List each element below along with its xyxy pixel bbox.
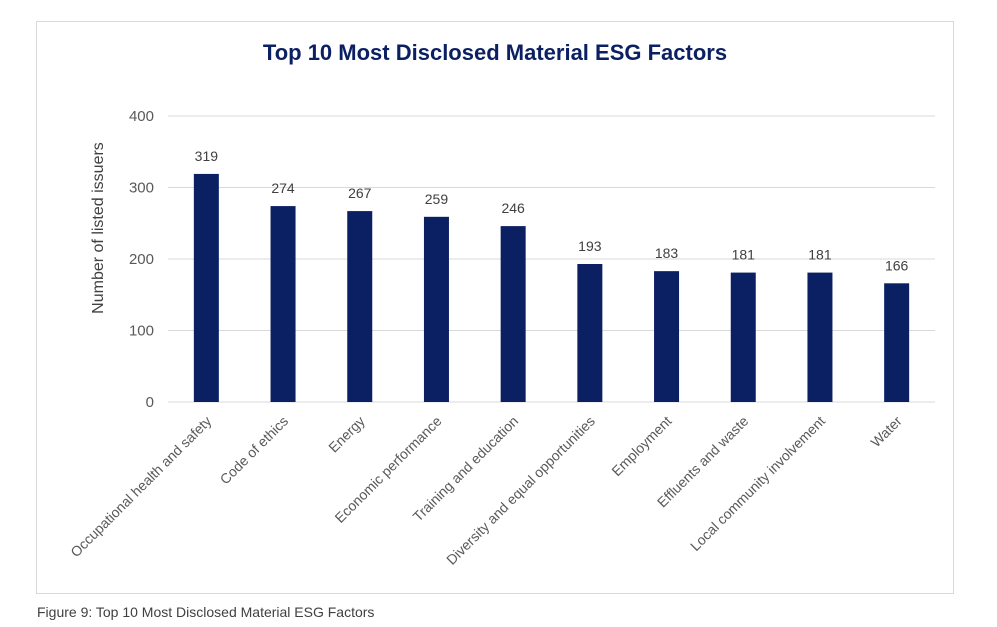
bar: [500, 226, 526, 402]
data-labels: 319 274 267 259 246 193 183 181 181 166: [195, 148, 909, 273]
bar-value-label: 274: [271, 180, 295, 196]
x-tick-label: Water: [867, 413, 905, 451]
bar: [807, 272, 833, 402]
bar-value-label: 181: [808, 247, 832, 263]
x-tick-label: Employment: [608, 413, 674, 479]
x-axis-ticks: Occupational health and safety Code of et…: [67, 413, 905, 568]
bar-value-label: 246: [501, 200, 525, 216]
y-tick-label: 400: [129, 108, 154, 125]
bar-value-label: 267: [348, 185, 372, 201]
y-tick-label: 200: [129, 251, 154, 268]
bar: [577, 264, 603, 402]
bar: [347, 211, 373, 402]
bar: [884, 283, 910, 402]
y-axis-label: Number of listed issuers: [90, 142, 107, 314]
x-tick-label: Local community involvement: [687, 413, 828, 554]
bar: [423, 216, 449, 402]
y-tick-label: 300: [129, 180, 154, 197]
figure-caption: Figure 9: Top 10 Most Disclosed Material…: [37, 604, 375, 620]
y-tick-label: 100: [129, 323, 154, 340]
bar-value-label: 193: [578, 238, 602, 254]
chart-title: Top 10 Most Disclosed Material ESG Facto…: [263, 40, 727, 65]
bar: [270, 206, 296, 402]
bar-value-label: 183: [655, 245, 679, 261]
gridlines: [168, 115, 935, 403]
bar-value-label: 319: [195, 148, 219, 164]
x-tick-label: Occupational health and safety: [67, 413, 214, 560]
bar: [730, 272, 756, 402]
y-tick-label: 0: [146, 394, 154, 411]
x-tick-label: Diversity and equal opportunities: [443, 413, 598, 568]
x-tick-label: Code of ethics: [217, 413, 292, 488]
x-tick-label: Energy: [325, 413, 368, 456]
bar-value-label: 166: [885, 257, 909, 273]
bar: [193, 173, 219, 402]
bars: [193, 173, 910, 402]
bar-value-label: 181: [732, 247, 756, 263]
y-axis-ticks: 0 100 200 300 400: [129, 108, 154, 411]
bar: [654, 271, 680, 402]
bar-value-label: 259: [425, 191, 449, 207]
